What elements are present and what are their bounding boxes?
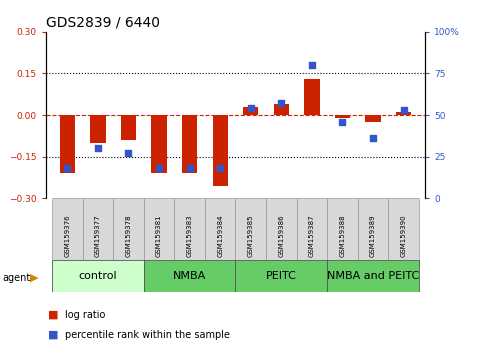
Bar (297, 198, 327, 260)
Text: GSM159383: GSM159383 (186, 215, 193, 257)
Point (155, 165, 163, 171)
Point (94, 145, 102, 151)
Bar (335, 115, 350, 118)
Text: agent: agent (2, 273, 30, 283)
Text: GSM159376: GSM159376 (64, 215, 71, 257)
Bar (52, 260, 144, 292)
Bar (236, 260, 327, 292)
Text: GSM159387: GSM159387 (309, 215, 315, 257)
Bar (151, 115, 167, 173)
Text: NMBA and PEITC: NMBA and PEITC (327, 271, 419, 281)
Bar (366, 115, 381, 122)
Bar (327, 260, 419, 292)
Text: GSM159389: GSM159389 (370, 215, 376, 257)
Point (400, 107, 408, 113)
Text: GSM159377: GSM159377 (95, 215, 101, 257)
Text: GSM159384: GSM159384 (217, 215, 223, 257)
Bar (90, 115, 105, 143)
Text: GSM159390: GSM159390 (400, 215, 407, 257)
Text: GSM159386: GSM159386 (278, 215, 284, 257)
Bar (266, 198, 297, 260)
Text: NMBA: NMBA (173, 271, 206, 281)
Bar (174, 198, 205, 260)
Point (216, 165, 224, 171)
Bar (113, 198, 144, 260)
Bar (213, 115, 228, 186)
Text: control: control (79, 271, 117, 281)
Point (186, 165, 194, 171)
Text: PEITC: PEITC (266, 271, 297, 281)
Bar (52, 198, 83, 260)
Text: log ratio: log ratio (65, 310, 106, 320)
Text: percentile rank within the sample: percentile rank within the sample (65, 330, 230, 339)
Bar (358, 198, 388, 260)
Text: GSM159381: GSM159381 (156, 215, 162, 257)
Bar (144, 198, 174, 260)
Text: GSM159385: GSM159385 (248, 215, 254, 257)
Text: ■: ■ (48, 310, 59, 320)
Bar (182, 115, 197, 173)
Point (369, 136, 377, 141)
Text: ■: ■ (48, 330, 59, 339)
Text: ▶: ▶ (30, 273, 39, 283)
Point (339, 119, 346, 125)
Bar (121, 115, 136, 140)
Bar (243, 107, 258, 115)
Bar (304, 79, 320, 115)
Bar (83, 198, 113, 260)
Point (63, 165, 71, 171)
Bar (144, 260, 236, 292)
Point (277, 101, 285, 106)
Bar (388, 198, 419, 260)
Text: GSM159388: GSM159388 (340, 215, 345, 257)
Point (247, 105, 255, 111)
Text: GSM159378: GSM159378 (126, 215, 131, 257)
Point (125, 150, 132, 156)
Bar (396, 112, 412, 115)
Text: GDS2839 / 6440: GDS2839 / 6440 (46, 15, 160, 29)
Bar (59, 115, 75, 173)
Bar (327, 198, 358, 260)
Bar (205, 198, 236, 260)
Bar (236, 198, 266, 260)
Bar (274, 104, 289, 115)
Point (308, 62, 316, 68)
